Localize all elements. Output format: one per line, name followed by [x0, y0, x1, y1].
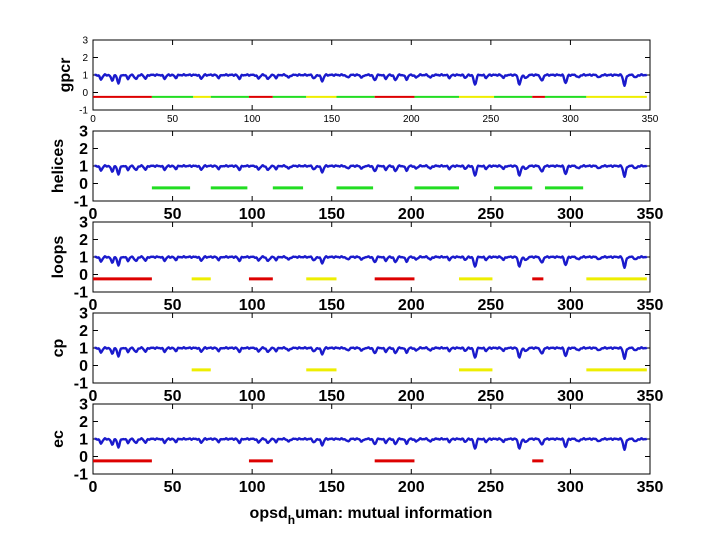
y-axis-label: ec: [50, 430, 67, 448]
y-tick-label: 0: [79, 449, 88, 466]
x-tick-label: 200: [403, 114, 420, 125]
x-tick-label: 50: [164, 388, 182, 405]
x-tick-label: 100: [244, 114, 261, 125]
x-tick-label: 250: [478, 297, 505, 314]
x-tick-label: 250: [478, 479, 505, 496]
x-tick-label: 350: [637, 479, 664, 496]
x-tick-label: 0: [89, 479, 98, 496]
y-axis-label: helices: [50, 139, 67, 193]
mutual-information-line: [94, 164, 648, 179]
y-tick-label: 2: [79, 141, 88, 158]
y-tick-label: 0: [79, 176, 88, 193]
x-tick-label: 150: [323, 114, 340, 125]
y-tick-label: 0: [82, 88, 88, 99]
x-tick-label: 50: [164, 206, 182, 223]
y-tick-label: 1: [79, 159, 88, 176]
x-axis-label: opsdhuman: mutual information: [250, 505, 493, 527]
y-tick-label: 3: [79, 397, 88, 414]
y-tick-label: -1: [74, 467, 88, 484]
y-tick-label: 3: [79, 124, 88, 141]
y-tick-label: -1: [74, 194, 88, 211]
x-tick-label: 350: [637, 297, 664, 314]
x-tick-label: 150: [318, 297, 345, 314]
x-tick-label: 50: [167, 114, 179, 125]
y-tick-label: 1: [79, 432, 88, 449]
x-tick-label: 350: [637, 206, 664, 223]
x-tick-label: 100: [239, 206, 266, 223]
mutual-information-line: [94, 437, 648, 452]
y-axis-label: loops: [50, 236, 67, 279]
y-tick-label: 2: [79, 232, 88, 249]
x-tick-label: 100: [239, 479, 266, 496]
y-tick-label: 2: [82, 53, 88, 64]
mutual-information-line: [94, 346, 648, 361]
x-axis-label-subscript: h: [288, 513, 295, 527]
y-tick-label: -1: [74, 285, 88, 302]
x-tick-label: 50: [164, 479, 182, 496]
x-tick-label: 300: [557, 388, 584, 405]
mutual-information-line: [94, 73, 648, 88]
y-axis-label: gpcr: [57, 58, 74, 93]
x-tick-label: 0: [89, 206, 98, 223]
y-tick-label: 3: [79, 215, 88, 232]
x-tick-label: 50: [164, 297, 182, 314]
y-tick-label: 0: [79, 267, 88, 284]
x-tick-label: 250: [478, 388, 505, 405]
mutual-information-line: [94, 255, 648, 270]
x-axis-label-main: opsd: [250, 505, 288, 522]
x-tick-label: 350: [642, 114, 659, 125]
x-tick-label: 100: [239, 297, 266, 314]
x-tick-label: 0: [90, 114, 96, 125]
y-axis-label: cp: [50, 338, 67, 357]
y-tick-label: 3: [82, 36, 88, 47]
y-tick-label: -1: [74, 376, 88, 393]
x-tick-label: 300: [557, 206, 584, 223]
x-tick-label: 300: [557, 479, 584, 496]
x-tick-label: 200: [398, 388, 425, 405]
x-axis-label-rest: uman: mutual information: [295, 505, 492, 522]
y-tick-label: 0: [79, 358, 88, 375]
y-tick-label: 1: [79, 250, 88, 267]
x-tick-label: 100: [239, 388, 266, 405]
y-tick-label: 2: [79, 323, 88, 340]
x-tick-label: 150: [318, 479, 345, 496]
x-tick-label: 250: [478, 206, 505, 223]
x-tick-label: 300: [557, 297, 584, 314]
x-tick-label: 350: [637, 388, 664, 405]
y-tick-label: 1: [82, 71, 88, 82]
y-tick-label: 3: [79, 306, 88, 323]
x-tick-label: 200: [398, 297, 425, 314]
y-tick-label: 2: [79, 414, 88, 431]
x-tick-label: 0: [89, 297, 98, 314]
x-tick-label: 0: [89, 388, 98, 405]
y-tick-label: -1: [79, 106, 88, 117]
x-tick-label: 150: [318, 388, 345, 405]
x-tick-label: 300: [562, 114, 579, 125]
x-tick-label: 200: [398, 206, 425, 223]
x-tick-label: 150: [318, 206, 345, 223]
y-tick-label: 1: [79, 341, 88, 358]
x-tick-label: 200: [398, 479, 425, 496]
x-tick-label: 250: [483, 114, 500, 125]
